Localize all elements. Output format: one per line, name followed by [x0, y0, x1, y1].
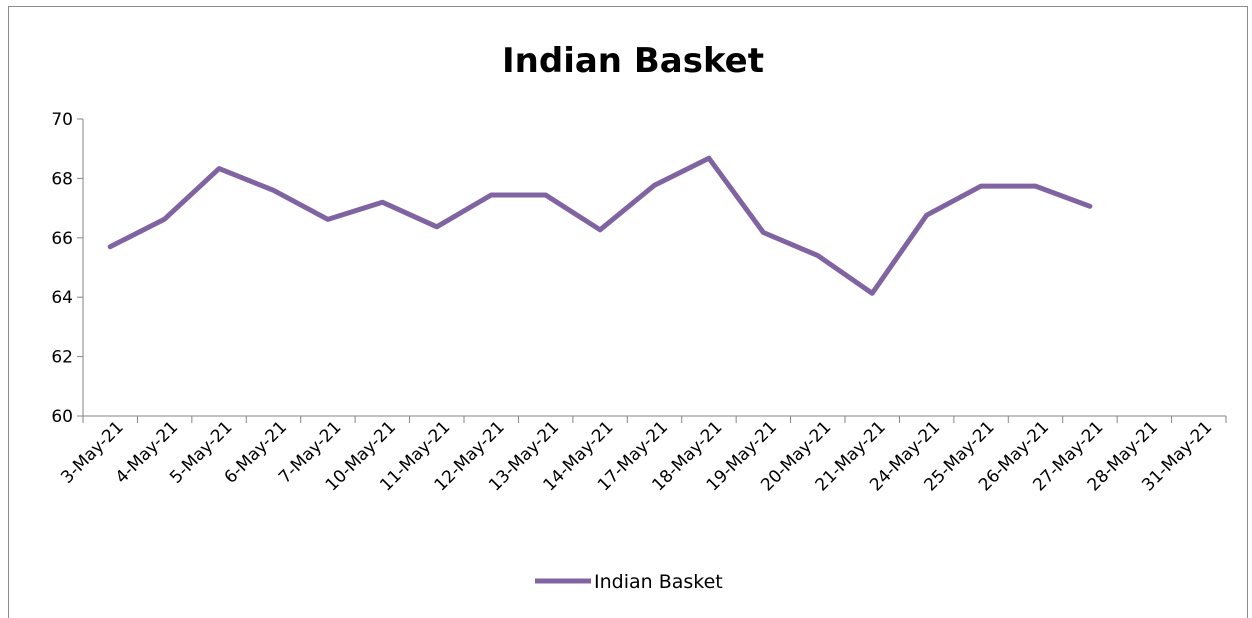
- chart-area: [8, 6, 1248, 618]
- chart-title: Indian Basket: [502, 41, 764, 81]
- legend: Indian Basket: [535, 571, 723, 593]
- y-tick-label: 62: [51, 348, 73, 368]
- y-axis: 60 62 64 66 68 70: [51, 110, 84, 427]
- y-tick-label: 66: [51, 229, 73, 249]
- series-line: [107, 155, 1093, 296]
- y-tick-label: 60: [51, 407, 73, 427]
- series-layer: [107, 155, 1093, 296]
- legend-label: Indian Basket: [594, 571, 723, 593]
- x-axis: 3-May-214-May-215-May-216-May-217-May-21…: [57, 415, 1227, 495]
- y-tick-label: 64: [51, 288, 73, 308]
- y-tick-label: 68: [51, 169, 73, 189]
- y-tick-label: 70: [51, 110, 73, 130]
